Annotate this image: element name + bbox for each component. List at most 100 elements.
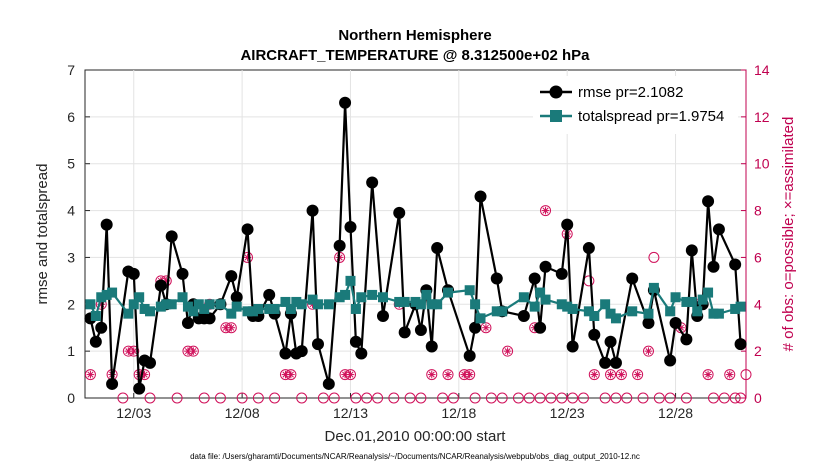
totalspread-point <box>708 308 719 319</box>
totalspread-point <box>96 292 107 303</box>
rmse-point <box>669 317 682 330</box>
rmse-point <box>588 328 601 341</box>
obs-assimilated-marker <box>617 370 626 379</box>
totalspread-point <box>605 308 616 319</box>
rmse-point <box>490 272 503 285</box>
obs-assimilated-marker <box>725 370 734 379</box>
rmse-point <box>165 230 178 243</box>
totalspread-point <box>242 306 253 317</box>
rmse-point <box>561 218 574 231</box>
obs-possible-marker <box>388 392 400 404</box>
totalspread-point <box>529 301 540 312</box>
left-tick-label: 2 <box>67 296 75 312</box>
marker-stroke <box>347 371 354 378</box>
legend-rmse-marker <box>549 85 563 99</box>
obs-possible-marker <box>269 392 281 404</box>
right-tick-label: 4 <box>754 296 762 312</box>
obs-assimilated-marker <box>704 370 712 379</box>
totalspread-point <box>367 289 378 300</box>
x-tick-label: 12/08 <box>225 405 260 421</box>
obs-assimilated-marker <box>444 370 452 379</box>
marker-stroke <box>282 371 289 378</box>
obs-assimilated-marker <box>606 370 615 379</box>
totalspread-point <box>735 301 746 312</box>
rmse-point <box>582 242 595 255</box>
right-tick-label: 10 <box>754 156 770 172</box>
right-tick-label: 8 <box>754 203 762 219</box>
totalspread-point <box>264 303 275 314</box>
obs-assimilated-marker <box>129 347 138 355</box>
rmse-point <box>517 310 530 322</box>
marker-stroke <box>444 371 452 378</box>
obs-assimilated-marker <box>227 323 236 332</box>
totalspread-point <box>145 306 156 317</box>
totalspread-point <box>670 292 681 303</box>
obs-assimilated-marker <box>482 323 490 332</box>
totalspread-point <box>291 296 302 307</box>
obs-possible-marker <box>442 369 454 381</box>
obs-possible-marker <box>404 392 416 404</box>
obs-possible-marker <box>534 392 546 404</box>
totalspread-point <box>475 313 486 324</box>
marker-stroke <box>342 371 349 378</box>
left-axis: 0 1 2 3 4 5 6 7 <box>67 62 90 406</box>
marker-stroke <box>428 371 435 378</box>
marker-stroke <box>591 371 598 378</box>
rmse-point <box>106 377 119 390</box>
obs-possible-marker <box>512 392 524 404</box>
rmse-point <box>702 195 715 208</box>
y-axis-label-right: # of obs: o=possible; ×=assimilated <box>780 117 797 352</box>
rmse-line <box>89 102 742 389</box>
marker-stroke <box>461 371 468 378</box>
marker-stroke <box>141 371 148 378</box>
rmse-point <box>566 340 579 353</box>
obs-assimilated-marker <box>644 347 653 355</box>
rmse-point <box>349 335 362 348</box>
totalspread-point <box>610 313 621 324</box>
totalspread-point <box>204 299 215 310</box>
totalspread-point <box>697 294 708 305</box>
obs-possible-marker <box>437 392 449 404</box>
chart-title-line2: AIRCRAFT_TEMPERATURE @ 8.312500e+02 hPa <box>240 47 590 64</box>
obs-possible-marker <box>328 392 340 404</box>
totalspread-point <box>177 292 188 303</box>
totalspread-point <box>307 294 318 305</box>
rmse-point <box>528 272 541 285</box>
totalspread-point <box>394 296 405 307</box>
data-file-footnote: data file: /Users/gharamti/Documents/NCA… <box>190 452 640 461</box>
totalspread-point <box>323 299 334 310</box>
obs-possible-marker <box>615 369 627 381</box>
x-tick-label: 12/03 <box>116 405 151 421</box>
marker-stroke <box>634 371 641 378</box>
totalspread-point <box>518 292 529 303</box>
x-axis-label: Dec.01,2010 00:00:00 start <box>325 428 507 445</box>
legend-rmse-label: rmse pr=2.1082 <box>578 84 683 101</box>
obs-possible-marker <box>496 392 508 404</box>
rmse-point <box>144 356 157 369</box>
marker-stroke <box>222 324 229 331</box>
obs-possible-marker <box>702 369 714 381</box>
totalspread-point <box>134 292 145 303</box>
totalspread-point <box>426 299 437 310</box>
rmse-point <box>664 354 677 367</box>
obs-possible-marker <box>632 369 644 381</box>
obs-possible-marker <box>653 392 665 404</box>
obs-possible-marker <box>447 392 459 404</box>
rmse-point <box>181 317 194 330</box>
rmse-point <box>680 333 693 346</box>
rmse-point <box>203 312 216 325</box>
rmse-point <box>89 335 102 348</box>
totalspread-point <box>269 303 280 314</box>
totalspread-point <box>123 308 134 319</box>
rmse-point <box>425 340 438 353</box>
totalspread-point <box>443 287 454 298</box>
totalspread-point <box>535 287 546 298</box>
obs-assimilated-marker <box>541 206 550 215</box>
totalspread-point <box>399 296 410 307</box>
rmse-point <box>534 321 547 334</box>
totalspread-point <box>497 306 508 317</box>
rmse-point <box>100 218 113 231</box>
totalspread-point <box>470 299 481 310</box>
obs-possible-marker <box>350 392 362 404</box>
marker-stroke <box>287 371 294 378</box>
